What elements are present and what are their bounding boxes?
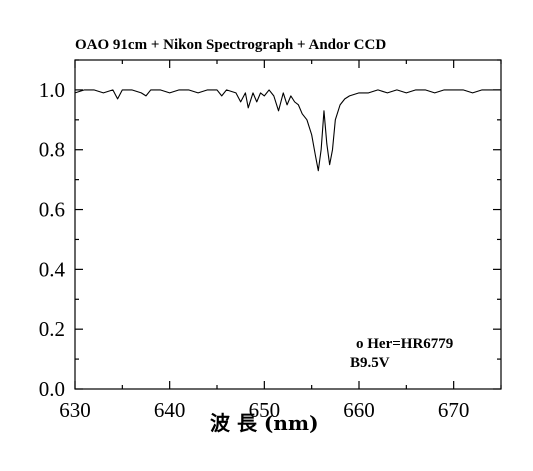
y-tick-label: 0.4 (39, 257, 66, 281)
chart-title: OAO 91cm + Nikon Spectrograph + Andor CC… (75, 37, 386, 53)
y-tick-label: 1.0 (39, 78, 65, 102)
annotation-star-name: o Her=HR6779 (356, 336, 453, 352)
y-tick-label: 0.6 (39, 198, 65, 222)
axis-ticks (74, 59, 502, 390)
x-tick-label: 670 (438, 398, 470, 422)
y-tick-label: 0.2 (39, 317, 65, 341)
x-axis-label: 波 長 (nm) (210, 411, 319, 435)
annotation-spectral-type: B9.5V (350, 355, 390, 371)
y-tick-label: 0.8 (39, 138, 65, 162)
tick-labels: 630 640 650 660 670 0.0 0.2 0.4 0.6 0.8 1.0 (39, 78, 470, 422)
x-tick-label: 660 (343, 398, 375, 422)
x-tick-label: 630 (59, 398, 91, 422)
y-tick-label: 0.0 (39, 377, 65, 401)
x-tick-label: 650 (249, 398, 281, 422)
spectrum-line (74, 89, 501, 172)
x-tick-label: 640 (154, 398, 186, 422)
plot-frame (74, 59, 502, 390)
